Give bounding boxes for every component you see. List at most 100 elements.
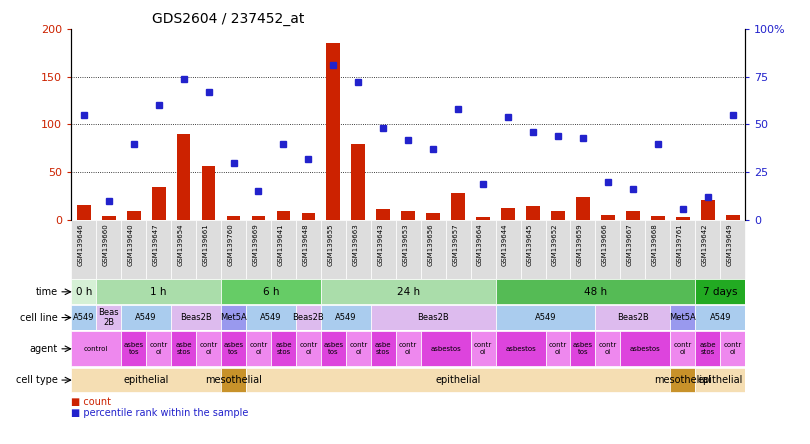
Bar: [501, 208, 515, 220]
Bar: [127, 211, 141, 220]
Text: asbestos: asbestos: [505, 346, 536, 352]
Bar: [420, 331, 471, 366]
Bar: [396, 220, 420, 279]
Text: GSM139654: GSM139654: [177, 223, 184, 266]
Text: A549: A549: [260, 313, 282, 322]
Text: contr
ol: contr ol: [299, 342, 318, 355]
Text: GSM139641: GSM139641: [278, 223, 284, 266]
Text: contr
ol: contr ol: [674, 342, 692, 355]
Bar: [377, 209, 390, 220]
Bar: [551, 210, 565, 220]
Bar: [371, 331, 396, 366]
Bar: [352, 143, 365, 220]
Text: GSM139659: GSM139659: [577, 223, 583, 266]
Bar: [671, 220, 695, 279]
Bar: [651, 216, 665, 220]
Text: GSM139652: GSM139652: [552, 223, 558, 266]
Bar: [96, 220, 122, 279]
Text: asbes
tos: asbes tos: [124, 342, 143, 355]
Text: GSM139669: GSM139669: [253, 223, 258, 266]
Bar: [77, 205, 91, 220]
Text: Beas2B: Beas2B: [617, 313, 649, 322]
Bar: [701, 200, 714, 220]
Text: contr
ol: contr ol: [723, 342, 742, 355]
Bar: [402, 210, 415, 220]
Text: asbestos: asbestos: [430, 346, 461, 352]
Bar: [96, 279, 221, 304]
Bar: [221, 368, 246, 392]
Text: 1 h: 1 h: [151, 287, 167, 297]
Text: asbe
stos: asbe stos: [375, 342, 391, 355]
Text: control: control: [84, 346, 109, 352]
Bar: [396, 331, 420, 366]
Bar: [695, 331, 720, 366]
Text: GSM139653: GSM139653: [403, 223, 408, 266]
Bar: [695, 368, 745, 392]
Bar: [526, 206, 540, 220]
Bar: [321, 331, 346, 366]
Bar: [296, 220, 321, 279]
Bar: [122, 305, 171, 330]
Text: GSM139649: GSM139649: [727, 223, 733, 266]
Text: ■ percentile rank within the sample: ■ percentile rank within the sample: [71, 408, 249, 418]
Text: epithelial: epithelial: [697, 375, 743, 385]
Bar: [446, 220, 471, 279]
Bar: [321, 220, 346, 279]
Bar: [595, 305, 671, 330]
Text: asbe
stos: asbe stos: [700, 342, 716, 355]
Bar: [496, 279, 695, 304]
Text: asbes
tos: asbes tos: [323, 342, 343, 355]
Text: contr
ol: contr ol: [549, 342, 567, 355]
Bar: [296, 331, 321, 366]
Bar: [221, 331, 246, 366]
Text: GSM139664: GSM139664: [477, 223, 483, 266]
Bar: [321, 305, 371, 330]
Text: epithelial: epithelial: [436, 375, 481, 385]
Bar: [71, 220, 96, 279]
Text: GSM139667: GSM139667: [627, 223, 633, 266]
Text: A549: A549: [535, 313, 556, 322]
Text: A549: A549: [73, 313, 95, 322]
Bar: [326, 43, 340, 220]
Text: GDS2604 / 237452_at: GDS2604 / 237452_at: [152, 12, 305, 27]
Text: contr
ol: contr ol: [249, 342, 267, 355]
Bar: [146, 220, 171, 279]
Text: GSM139645: GSM139645: [527, 223, 533, 266]
Text: epithelial: epithelial: [123, 375, 168, 385]
Bar: [671, 368, 695, 392]
Bar: [246, 220, 271, 279]
Text: 0 h: 0 h: [75, 287, 92, 297]
Text: agent: agent: [29, 344, 58, 354]
Bar: [521, 220, 545, 279]
Bar: [695, 220, 720, 279]
Text: Beas2B: Beas2B: [180, 313, 212, 322]
Text: A549: A549: [710, 313, 731, 322]
Text: GSM139643: GSM139643: [377, 223, 383, 266]
Bar: [227, 216, 241, 220]
Bar: [346, 220, 371, 279]
Bar: [496, 331, 545, 366]
Bar: [276, 210, 290, 220]
Bar: [720, 220, 745, 279]
Bar: [221, 279, 321, 304]
Text: GSM139657: GSM139657: [452, 223, 458, 266]
Bar: [171, 331, 196, 366]
Text: A549: A549: [135, 313, 157, 322]
Text: mesothelial: mesothelial: [654, 375, 711, 385]
Text: GSM139648: GSM139648: [302, 223, 309, 266]
Bar: [570, 331, 595, 366]
Text: mesothelial: mesothelial: [205, 375, 262, 385]
Bar: [271, 331, 296, 366]
Text: asbes
tos: asbes tos: [224, 342, 244, 355]
Bar: [246, 305, 296, 330]
Bar: [71, 331, 122, 366]
Text: asbestos: asbestos: [630, 346, 661, 352]
Text: asbe
stos: asbe stos: [175, 342, 192, 355]
Text: Beas2B: Beas2B: [417, 313, 449, 322]
Text: GSM139656: GSM139656: [427, 223, 433, 266]
Bar: [202, 166, 215, 220]
Bar: [595, 331, 620, 366]
Bar: [496, 220, 521, 279]
Bar: [371, 305, 496, 330]
Bar: [146, 331, 171, 366]
